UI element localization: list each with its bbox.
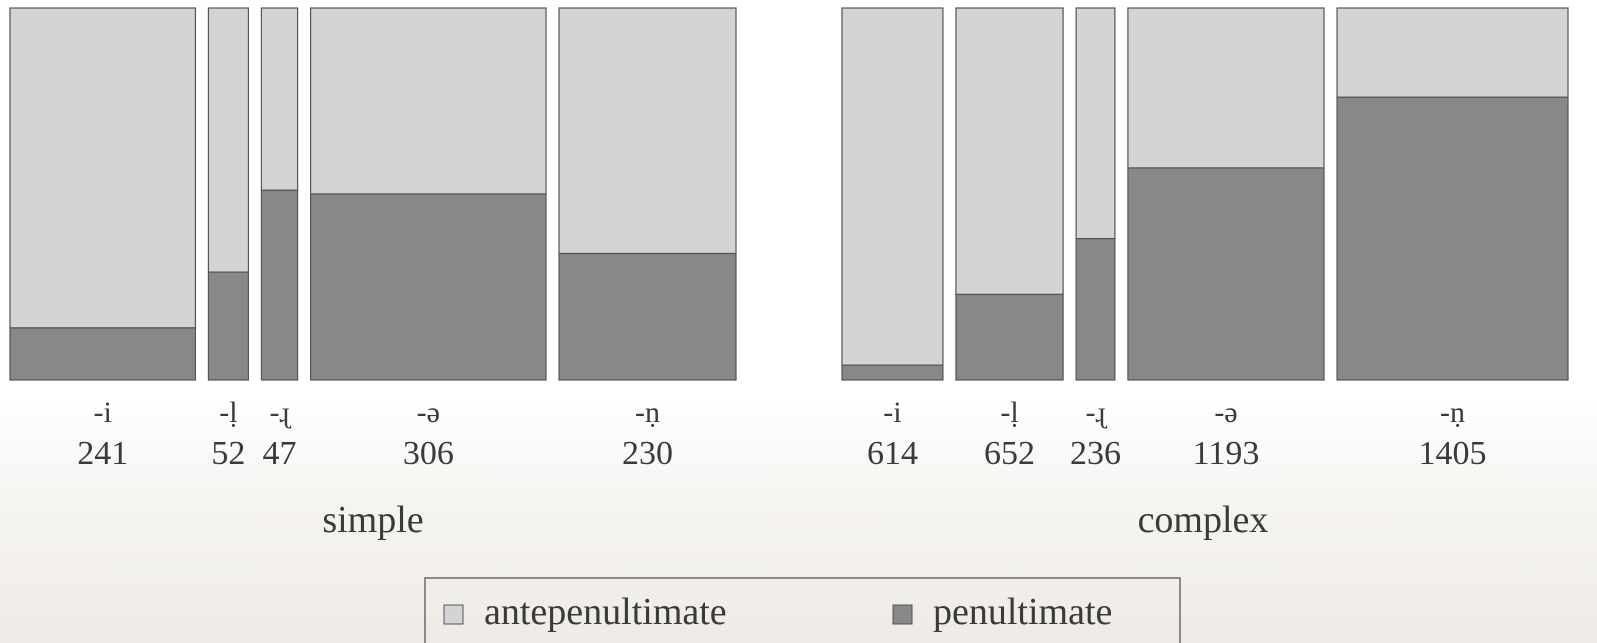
bar-penultimate-simple-2 <box>260 189 299 381</box>
count-label: 1405 <box>1419 435 1487 472</box>
count-label: 241 <box>77 435 128 472</box>
count-label: 306 <box>403 435 454 472</box>
bar-penultimate-complex-0 <box>841 364 944 381</box>
bar-penultimate-complex-4 <box>1336 96 1569 381</box>
count-label: 236 <box>1070 435 1121 472</box>
bar-antepenultimate-complex-4 <box>1336 7 1569 98</box>
group-label-simple: simple <box>322 499 423 541</box>
count-label: 230 <box>622 435 673 472</box>
bar-penultimate-complex-2 <box>1075 238 1116 381</box>
bar-antepenultimate-simple-2 <box>260 7 299 191</box>
category-label: -ḷ <box>219 396 237 429</box>
bar-antepenultimate-simple-4 <box>558 7 737 255</box>
bar-penultimate-complex-1 <box>955 293 1064 381</box>
bar-penultimate-complex-3 <box>1127 167 1325 381</box>
bar-antepenultimate-simple-3 <box>309 7 547 195</box>
count-label: 52 <box>211 435 245 472</box>
group-label-complex: complex <box>1138 499 1269 541</box>
bar-antepenultimate-simple-1 <box>207 7 250 273</box>
category-label: -ɻ <box>1086 396 1108 429</box>
bar-antepenultimate-complex-0 <box>841 7 944 366</box>
legend-box <box>424 577 1181 643</box>
legend-label-penultimate: penultimate <box>933 591 1112 633</box>
bar-antepenultimate-complex-2 <box>1075 7 1116 240</box>
count-label: 614 <box>867 435 918 472</box>
category-label: -ɻ <box>270 396 292 429</box>
bar-penultimate-simple-0 <box>9 327 197 381</box>
legend-swatch-antepenultimate <box>443 604 464 625</box>
category-label: -i <box>883 396 901 429</box>
category-label: -ṇ <box>1440 396 1465 429</box>
bar-antepenultimate-complex-1 <box>955 7 1064 296</box>
bar-penultimate-simple-3 <box>309 193 547 381</box>
category-label: -ə <box>1214 396 1237 429</box>
bar-penultimate-simple-4 <box>558 252 737 381</box>
category-label: -i <box>94 396 112 429</box>
count-label: 1193 <box>1193 435 1260 472</box>
bar-antepenultimate-complex-3 <box>1127 7 1325 169</box>
category-label: -ṇ <box>635 396 660 429</box>
bar-antepenultimate-simple-0 <box>9 7 197 329</box>
count-label: 652 <box>984 435 1035 472</box>
category-label: -ḷ <box>1000 396 1018 429</box>
legend-label-antepenultimate: antepenultimate <box>484 591 727 633</box>
bar-penultimate-simple-1 <box>207 271 250 381</box>
legend-swatch-penultimate <box>892 604 913 625</box>
category-label: -ə <box>417 396 440 429</box>
count-label: 47 <box>263 435 297 472</box>
